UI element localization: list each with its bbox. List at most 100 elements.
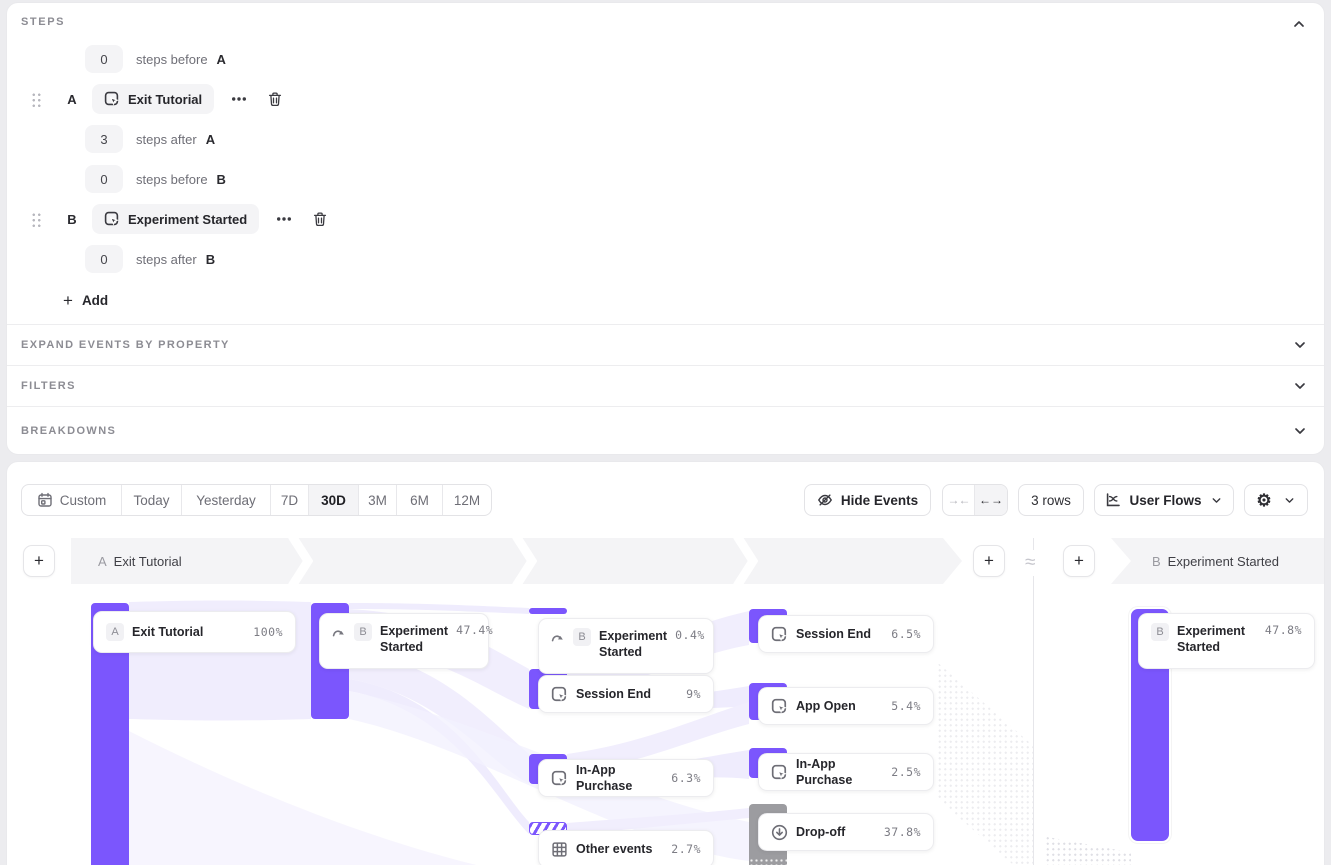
gap-row-letter: A bbox=[216, 51, 226, 67]
date-range-custom[interactable]: Custom bbox=[22, 485, 122, 515]
date-range-7d[interactable]: 7D bbox=[271, 485, 309, 515]
steps-panel-title: STEPS bbox=[21, 16, 66, 28]
chevron-down-icon bbox=[1292, 423, 1308, 439]
flow-node-card[interactable]: App Open 5.4% bbox=[758, 687, 934, 725]
section-filters[interactable]: FILTERS bbox=[7, 365, 1324, 406]
flow-node-card[interactable]: Other events 2.7% bbox=[538, 830, 714, 865]
collapse-expand-toggle: →← ←→ bbox=[942, 484, 1008, 516]
gap-row-letter: B bbox=[205, 251, 216, 267]
steps-after-b-input[interactable] bbox=[85, 245, 123, 273]
rows-count-button[interactable]: 3 rows bbox=[1018, 484, 1084, 516]
date-range-30d[interactable]: 30D bbox=[309, 485, 359, 515]
section-label: BREAKDOWNS bbox=[21, 425, 117, 437]
rows-count-label: 3 rows bbox=[1031, 492, 1071, 508]
step-b-delete-button[interactable] bbox=[309, 208, 331, 230]
step-a-event-label: Exit Tutorial bbox=[128, 91, 203, 107]
node-percent: 47.8% bbox=[1264, 623, 1302, 637]
skip-arrow-icon bbox=[551, 630, 565, 644]
step-badge: A bbox=[106, 623, 124, 641]
gap-row-after-b: steps after B bbox=[85, 245, 215, 273]
flow-node-card[interactable]: B Experiment Started 47.4% bbox=[319, 613, 493, 669]
node-percent: 37.8% bbox=[883, 825, 921, 839]
flows-chart-icon bbox=[1105, 492, 1121, 508]
plus-icon: + bbox=[63, 290, 73, 310]
flow-node-card[interactable]: B Experiment Started 47.8% bbox=[1138, 613, 1315, 669]
node-label: In-App Purchase bbox=[796, 756, 853, 787]
section-divider bbox=[1033, 538, 1034, 865]
step-letter: B bbox=[67, 211, 77, 227]
date-range-yesterday[interactable]: Yesterday bbox=[182, 485, 271, 515]
date-range-today[interactable]: Today bbox=[122, 485, 182, 515]
flow-panel: Custom Today Yesterday 7D 30D 3M 6M 12M … bbox=[6, 461, 1325, 865]
node-label: Other events bbox=[576, 841, 653, 856]
step-b-event-label: Experiment Started bbox=[128, 211, 248, 227]
node-percent: 0.4% bbox=[675, 628, 705, 642]
drag-handle-icon[interactable] bbox=[31, 91, 42, 107]
dropoff-texture bbox=[937, 662, 1033, 865]
date-range-6m[interactable]: 6M bbox=[397, 485, 443, 515]
step-a-more-button[interactable] bbox=[228, 88, 250, 110]
hide-events-button[interactable]: Hide Events bbox=[804, 484, 931, 516]
node-bar-experiment-started-04[interactable] bbox=[529, 608, 567, 614]
cursor-click-icon bbox=[771, 764, 788, 781]
gap-row-before-a: steps before A bbox=[85, 45, 226, 73]
date-range-12m[interactable]: 12M bbox=[453, 492, 481, 508]
section-breakdowns[interactable]: BREAKDOWNS bbox=[7, 406, 1324, 455]
gap-row-letter: A bbox=[205, 131, 216, 147]
step-a-event-button[interactable]: Exit Tutorial bbox=[92, 84, 215, 114]
column-header-band-b: B Experiment Started bbox=[1111, 538, 1324, 584]
cursor-click-icon bbox=[551, 770, 568, 787]
steps-after-a-input[interactable] bbox=[85, 125, 123, 153]
step-b-event-button[interactable]: Experiment Started bbox=[92, 204, 260, 234]
steps-collapse-button[interactable] bbox=[1288, 13, 1310, 35]
collapse-columns-button[interactable]: →← bbox=[943, 485, 975, 515]
steps-before-a-input[interactable] bbox=[85, 45, 123, 73]
column-b-label: Experiment Started bbox=[1167, 553, 1279, 569]
node-percent: 47.4% bbox=[456, 623, 494, 637]
node-label: Session End bbox=[576, 686, 652, 701]
node-label: Exit Tutorial bbox=[132, 624, 204, 639]
expand-columns-button[interactable]: ←→ bbox=[975, 485, 1007, 515]
node-percent: 2.5% bbox=[891, 765, 921, 779]
calendar-icon bbox=[37, 492, 53, 508]
date-range-3m[interactable]: 3M bbox=[359, 485, 397, 515]
chevron-up-icon bbox=[1291, 16, 1307, 32]
node-label: Experiment Started bbox=[599, 629, 668, 660]
settings-dropdown[interactable]: ⚙ bbox=[1244, 484, 1308, 516]
flow-node-card[interactable]: Session End 6.5% bbox=[758, 615, 934, 653]
drop-off-icon bbox=[771, 824, 788, 841]
view-type-dropdown[interactable]: User Flows bbox=[1094, 484, 1234, 516]
node-label: Experiment Started bbox=[1177, 624, 1246, 655]
cursor-click-icon bbox=[771, 626, 788, 643]
flow-node-card[interactable]: In-App Purchase 6.3% bbox=[538, 759, 714, 797]
cursor-click-icon bbox=[551, 686, 568, 703]
band-separator-chevron bbox=[287, 538, 313, 584]
add-column-left-button[interactable]: + bbox=[23, 545, 55, 577]
flow-node-card[interactable]: In-App Purchase 2.5% bbox=[758, 753, 934, 791]
date-range-label: Custom bbox=[59, 492, 107, 508]
node-percent: 6.5% bbox=[891, 627, 921, 641]
ellipsis-icon bbox=[276, 211, 292, 227]
step-b-more-button[interactable] bbox=[273, 208, 295, 230]
band-separator-chevron bbox=[732, 538, 758, 584]
step-a-delete-button[interactable] bbox=[264, 88, 286, 110]
flow-node-card[interactable]: A Exit Tutorial 100% bbox=[93, 611, 296, 653]
gap-row-before-b: steps before B bbox=[85, 165, 226, 193]
node-percent: 2.7% bbox=[671, 842, 701, 856]
flow-node-card[interactable]: B Experiment Started 0.4% bbox=[538, 618, 714, 674]
add-step-button[interactable]: + Add bbox=[63, 286, 108, 314]
eye-off-icon bbox=[817, 492, 833, 508]
gap-row-text: steps after bbox=[136, 251, 197, 267]
flow-node-card[interactable]: Session End 9% bbox=[538, 675, 714, 713]
column-header-band-a: A Exit Tutorial bbox=[71, 538, 962, 584]
section-label: FILTERS bbox=[21, 380, 76, 392]
steps-before-b-input[interactable] bbox=[85, 165, 123, 193]
section-label: EXPAND EVENTS BY PROPERTY bbox=[21, 339, 230, 351]
add-column-right-button[interactable]: + bbox=[1063, 545, 1095, 577]
drag-handle-icon[interactable] bbox=[31, 211, 42, 227]
add-column-between-button[interactable]: + bbox=[973, 545, 1005, 577]
node-percent: 6.3% bbox=[671, 771, 701, 785]
section-expand-events-by-property[interactable]: EXPAND EVENTS BY PROPERTY bbox=[7, 324, 1324, 365]
steps-panel: STEPS steps before A A Exit Tutorial bbox=[6, 2, 1325, 455]
flow-node-card[interactable]: Drop-off 37.8% bbox=[758, 813, 934, 851]
